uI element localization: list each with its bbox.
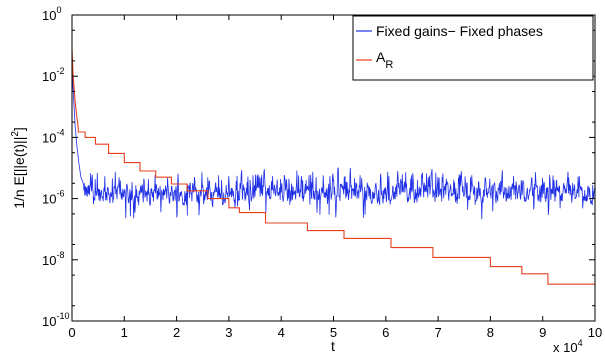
legend-label-ar-main: A <box>376 49 386 65</box>
legend: Fixed gains− Fixed phases AR <box>352 15 594 81</box>
y-tick-label-5: 100 <box>42 5 61 23</box>
y-tick-label-3: 10-4 <box>42 127 64 145</box>
series-line-1 <box>72 48 595 285</box>
series-layer <box>72 48 595 285</box>
x-tick-label-6: 6 <box>382 325 389 340</box>
x-tick-label-9: 9 <box>539 325 546 340</box>
x-tick-label-4: 4 <box>278 325 285 340</box>
x-tick-label-0: 0 <box>68 325 75 340</box>
y-axis-label-sup: 2 <box>10 131 21 137</box>
y-tick-label-1: 10-8 <box>42 250 64 268</box>
series-line-0 <box>72 54 595 220</box>
legend-label-ar-sub: R <box>385 59 393 71</box>
y-tick-label-4: 10-2 <box>42 66 64 84</box>
x-tick-label-10: 10 <box>588 325 602 340</box>
x-tick-label-8: 8 <box>487 325 494 340</box>
y-tick-label-0: 10-10 <box>42 311 69 329</box>
x-axis-multiplier: x 104 <box>553 338 583 355</box>
x-axis-label: t <box>331 338 335 354</box>
legend-label-fixed-gains: Fixed gains− Fixed phases <box>376 23 543 39</box>
x-tick-label-5: 5 <box>330 325 337 340</box>
ticks-layer: 0 1 2 3 4 5 6 7 8 9 10 10-10 10-8 10-6 10-4 10-2 100 <box>42 5 602 340</box>
y-axis-label-main: 1/n E[||e(t)|| <box>11 137 27 209</box>
legend-label-ar: AR <box>376 49 393 71</box>
x-tick-label-7: 7 <box>434 325 441 340</box>
x-multiplier-base: x 10 <box>553 340 578 355</box>
legend-box <box>352 15 594 81</box>
x-tick-label-2: 2 <box>173 325 180 340</box>
y-axis-label-close: ] <box>11 127 27 131</box>
x-tick-label-3: 3 <box>225 325 232 340</box>
x-tick-label-1: 1 <box>121 325 128 340</box>
x-multiplier-exp: 4 <box>578 338 583 348</box>
y-axis-label: 1/n E[||e(t)||2] <box>10 127 27 209</box>
y-tick-label-2: 10-6 <box>42 189 64 207</box>
